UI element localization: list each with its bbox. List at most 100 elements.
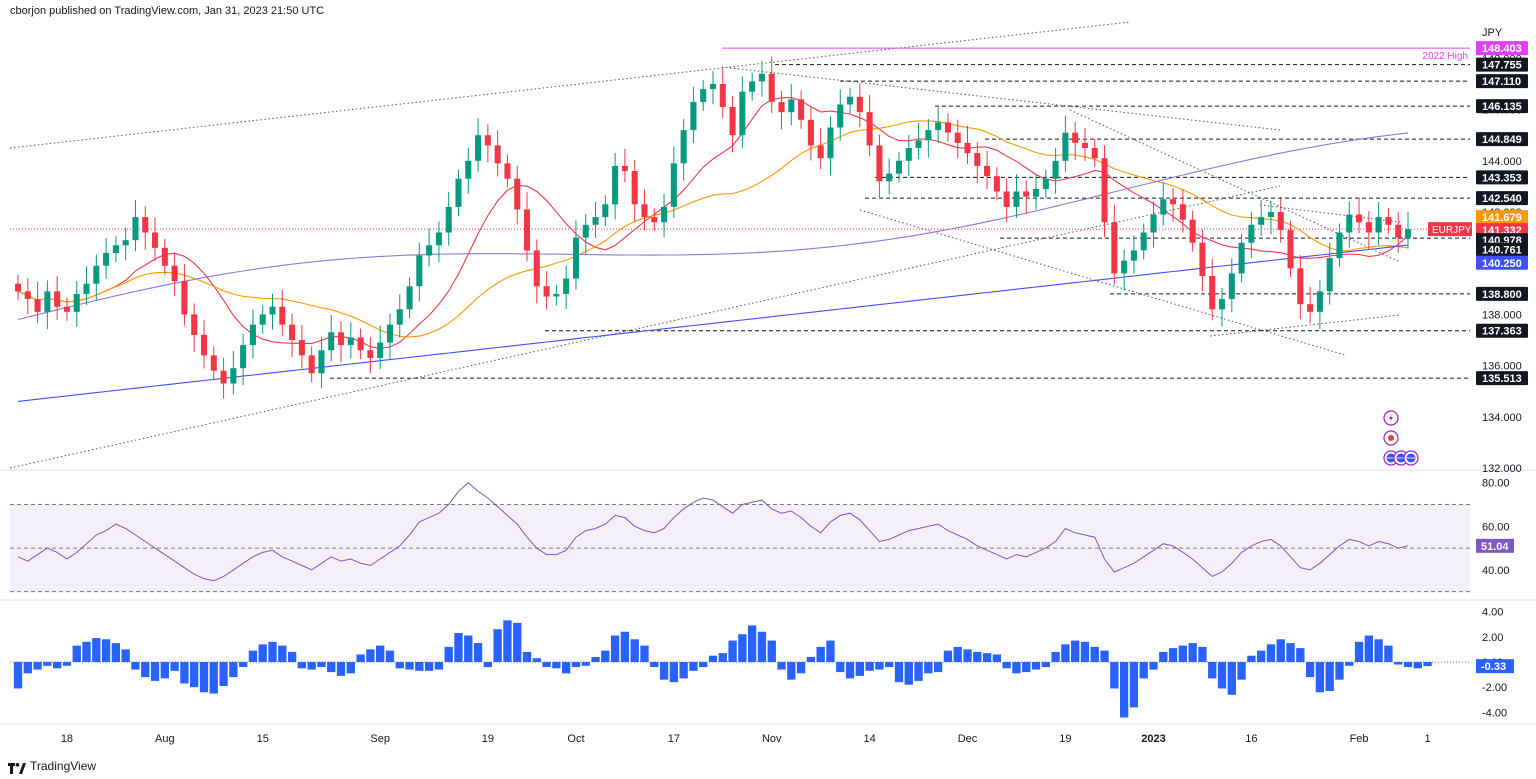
osc-bar — [82, 641, 91, 662]
price-marker — [1476, 41, 1528, 56]
osc-bar — [738, 634, 747, 662]
osc-bar — [150, 662, 160, 681]
osc-bar — [317, 662, 326, 668]
candle-body — [347, 337, 354, 346]
osc-bar — [513, 622, 522, 662]
candle-body — [1356, 214, 1363, 223]
osc-bar — [787, 662, 796, 680]
candle-body — [739, 91, 746, 136]
footer-brand-text: TradingView — [30, 759, 97, 773]
candle-body — [142, 217, 149, 233]
candle-body — [377, 342, 384, 358]
candle-body — [1013, 191, 1020, 207]
candle-body — [152, 232, 159, 248]
osc-bar — [562, 662, 571, 674]
candle-body — [54, 291, 61, 307]
candle-body — [1365, 222, 1372, 233]
osc-bar — [845, 662, 855, 679]
candle-body — [1062, 132, 1069, 161]
candle-body — [200, 334, 208, 356]
osc-bar — [1031, 662, 1041, 670]
candle-body — [847, 96, 854, 105]
osc-bar — [747, 625, 757, 662]
candle-body — [112, 245, 119, 253]
flash-glyph — [1389, 414, 1393, 422]
candle-body — [181, 281, 188, 315]
osc-bar — [924, 662, 933, 674]
candle-body — [1081, 142, 1089, 148]
osc-bar — [199, 662, 209, 693]
candle-body — [582, 224, 589, 238]
osc-bar — [1335, 662, 1344, 680]
osc-bar — [1315, 662, 1325, 693]
symbol-tag-label: EURJPY — [1432, 225, 1472, 236]
osc-bar — [591, 656, 600, 662]
osc-bar — [336, 662, 346, 676]
candle-body — [749, 81, 756, 92]
candle-body — [445, 206, 452, 233]
price-marker-label: 143.353 — [1482, 172, 1522, 184]
osc-bar — [1394, 662, 1403, 665]
osc-bar — [287, 651, 297, 662]
candle-body — [1209, 276, 1216, 310]
price-marker — [1476, 323, 1528, 338]
osc-bar — [13, 662, 23, 689]
candle-body — [259, 314, 266, 325]
osc-bar — [542, 662, 551, 668]
candle-body — [798, 99, 805, 120]
osc-bar — [1276, 639, 1285, 662]
candle-body — [269, 306, 276, 315]
osc-bar — [483, 662, 493, 668]
candle-body — [1199, 242, 1206, 276]
osc-bar — [728, 640, 737, 662]
chart-toolbar-icons[interactable] — [1383, 410, 1419, 466]
osc-value-label: -0.33 — [1481, 661, 1506, 673]
osc-bar — [532, 658, 541, 662]
price-marker-label: 148.403 — [1482, 43, 1522, 55]
record-icon[interactable] — [1383, 430, 1399, 446]
time-axis[interactable]: 18 Aug 15 Sep 19 Oct 17 Nov 14 Dec 19 2023 16 Feb 1 — [61, 733, 1431, 745]
price-marker-label: 144.849 — [1482, 134, 1522, 146]
rsi-pane[interactable] — [10, 482, 1470, 593]
candle-body — [103, 252, 110, 266]
candle-body — [484, 135, 491, 146]
candle-body — [905, 148, 912, 161]
candle-body — [1091, 148, 1098, 159]
oscillator-pane[interactable] — [10, 620, 1470, 718]
footer-brand[interactable]: TradingView — [8, 759, 97, 774]
candle-body — [73, 293, 80, 312]
globe-icon[interactable] — [1403, 450, 1419, 466]
time-tick-label: Aug — [155, 733, 175, 745]
candle-body — [661, 206, 668, 223]
osc-bar — [1110, 662, 1119, 689]
rsi-tick-label: 40.00 — [1482, 565, 1510, 577]
candle-body — [308, 355, 315, 374]
time-tick-label: 19 — [482, 733, 494, 745]
osc-bar — [1100, 650, 1109, 662]
osc-bar — [1149, 662, 1158, 670]
candle-body — [14, 283, 22, 292]
price-pane[interactable]: 2022 High — [0, 21, 1536, 725]
osc-bar — [689, 662, 698, 671]
osc-bar — [1002, 662, 1011, 669]
candle-body — [210, 355, 217, 371]
sma-200-line — [17, 244, 1409, 402]
time-tick-label: 17 — [668, 733, 680, 745]
price-axis[interactable]: 148.000146.000144.000142.000140.000138.0… — [1428, 27, 1528, 719]
price-marker — [1476, 255, 1528, 270]
osc-bar — [1061, 644, 1070, 662]
price-marker-label: 142.540 — [1482, 193, 1522, 205]
osc-bar — [43, 662, 52, 666]
price-marker-label: 138.800 — [1482, 289, 1522, 301]
candle-body — [925, 130, 932, 141]
candle-body — [367, 350, 374, 358]
candle-body — [1052, 160, 1059, 179]
candle-body — [876, 145, 883, 182]
osc-bar — [601, 650, 610, 662]
candle-body — [1179, 204, 1186, 220]
flash-icon[interactable] — [1383, 410, 1399, 426]
time-tick-label: 14 — [863, 733, 875, 745]
osc-bar — [767, 640, 776, 662]
candle-body — [974, 153, 981, 166]
